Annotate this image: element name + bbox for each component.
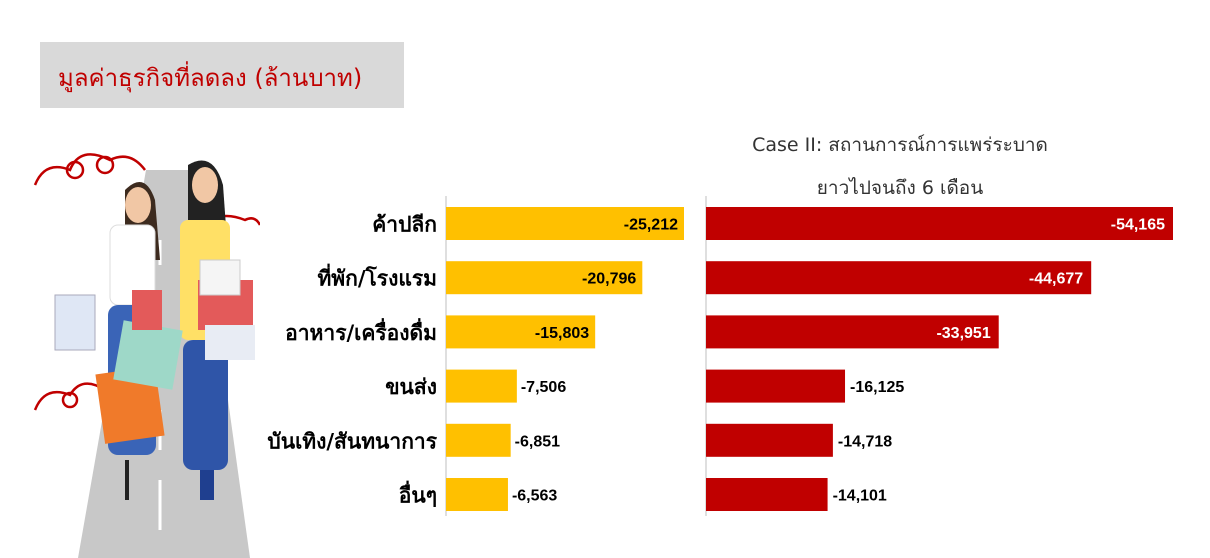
- bar-series1: [446, 261, 643, 295]
- value-label-series2: -14,101: [833, 488, 887, 505]
- bar-series2: [706, 423, 833, 457]
- value-label-series1: -25,212: [624, 217, 678, 234]
- category-label: ขนส่ง: [385, 375, 437, 399]
- chart-title-box: มูลค่าธุรกิจที่ลดลง (ล้านบาท): [40, 42, 404, 108]
- value-label-series2: -16,125: [850, 379, 904, 396]
- bar-series2: [706, 315, 999, 349]
- bar-series2: [706, 207, 1173, 240]
- bar-series1: [446, 315, 596, 349]
- bar-series2: [706, 261, 1092, 295]
- category-label: ค้าปลีก: [372, 213, 437, 237]
- category-label: ที่พัก/โรงแรม: [317, 263, 437, 291]
- bar-series2: [706, 369, 846, 403]
- shopping-bags-icon: [54, 259, 255, 444]
- chart-title: มูลค่าธุรกิจที่ลดลง (ล้านบาท): [58, 64, 363, 92]
- category-label: อาหาร/เครื่องดื่ม: [285, 317, 437, 345]
- value-label-series1: -20,796: [582, 271, 636, 288]
- value-label-series1: -6,851: [515, 433, 560, 450]
- bar-series1: [446, 207, 684, 240]
- value-label-series2: -33,951: [936, 325, 990, 342]
- bar-series1: [446, 478, 508, 511]
- value-label-series1: -7,506: [521, 379, 566, 396]
- value-label-series1: -6,563: [512, 488, 557, 505]
- value-label-series1: -15,803: [535, 325, 589, 342]
- bar-series1: [446, 369, 517, 403]
- series2-title-line1: Case II: สถานการณ์การแพร่ระบาด: [752, 134, 1048, 156]
- category-label: อื่นๆ: [399, 480, 437, 508]
- value-label-series2: -44,677: [1029, 271, 1083, 288]
- series2-title-line2: ยาวไปจนถึง 6 เดือน: [816, 177, 984, 199]
- shoppers-illustration: [33, 153, 260, 558]
- value-label-series2: -54,165: [1111, 217, 1165, 234]
- value-label-series2: -14,718: [838, 433, 892, 450]
- bar-series2: [706, 478, 828, 511]
- bar-series1: [446, 423, 511, 457]
- category-label: บันเทิง/สันทนาการ: [267, 429, 437, 453]
